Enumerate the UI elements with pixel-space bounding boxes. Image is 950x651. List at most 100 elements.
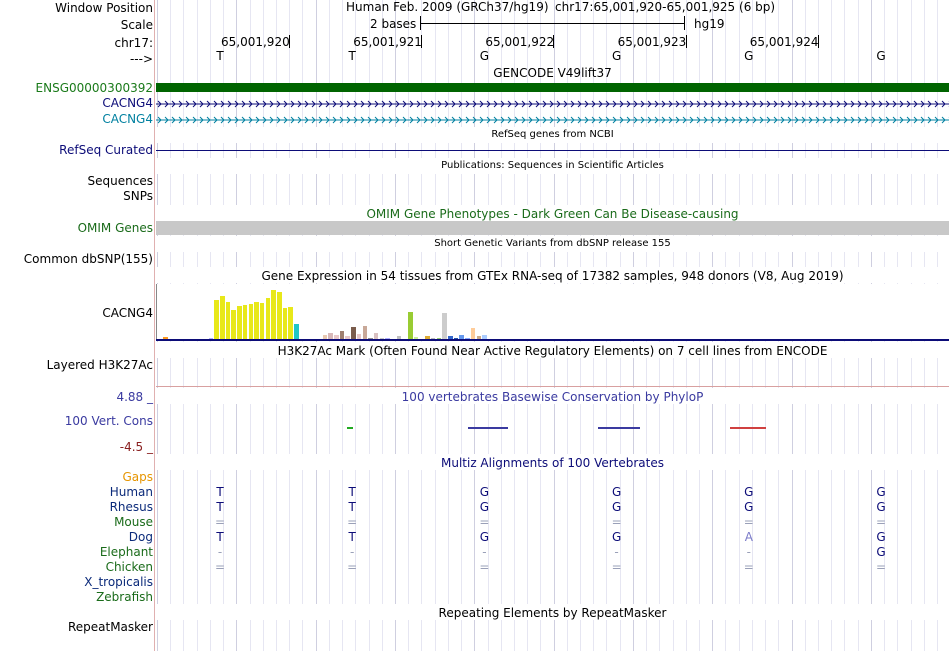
cacng4-transcript-1[interactable] [156, 98, 949, 108]
multiz-species-label[interactable]: Zebrafish [96, 590, 153, 604]
omim-track-title[interactable]: OMIM Gene Phenotypes - Dark Green Can Be… [366, 207, 739, 221]
gtex-tissue-bar[interactable] [265, 298, 271, 340]
gtex-tissue-bar[interactable] [413, 337, 419, 340]
omim-bar[interactable] [156, 221, 949, 235]
phylop-track-title[interactable]: 100 vertebrates Basewise Conservation by… [401, 390, 704, 404]
sequence-base: T [216, 49, 224, 63]
gtex-tissue-bar[interactable] [271, 290, 276, 340]
window-position-label: Window Position [55, 1, 153, 15]
multiz-track-title[interactable]: Multiz Alignments of 100 Vertebrates [440, 456, 665, 470]
refseq-curated-label[interactable]: RefSeq Curated [59, 143, 153, 157]
gtex-tissue-bar[interactable] [237, 306, 242, 340]
multiz-base: = [347, 560, 358, 574]
gtex-tissue-bar[interactable] [351, 327, 356, 340]
gtex-tissue-bar[interactable] [459, 335, 464, 340]
ruler-tick [289, 35, 290, 48]
gtex-tissue-bar[interactable] [288, 307, 293, 340]
position-label[interactable]: chr17:65,001,920-65,001,925 (6 bp) [555, 0, 776, 14]
gtex-tissue-bar[interactable] [425, 336, 430, 340]
multiz-species-label[interactable]: X_tropicalis [84, 575, 153, 589]
gtex-tissue-bar[interactable] [248, 304, 253, 340]
multiz-base: T [348, 500, 356, 514]
gtex-tissue-bar[interactable] [339, 331, 345, 340]
gtex-tissue-bar[interactable] [476, 336, 481, 340]
gtex-tissue-bar[interactable] [408, 312, 413, 340]
phylop-label[interactable]: 100 Vert. Cons [64, 414, 153, 428]
snps-label[interactable]: SNPs [123, 189, 153, 203]
gencode-gene-id-label[interactable]: ENSG00000300392 [35, 81, 153, 95]
gtex-tissue-bar[interactable] [254, 302, 259, 340]
h3k27ac-track-title[interactable]: H3K27Ac Mark (Often Found Near Active Re… [277, 344, 828, 358]
multiz-base: T [348, 530, 356, 544]
cacng4-label-1[interactable]: CACNG4 [102, 96, 153, 110]
gtex-tissue-bar[interactable] [328, 333, 333, 340]
gtex-tissue-bar[interactable] [470, 328, 476, 340]
gtex-tissue-bar[interactable] [345, 336, 350, 340]
gtex-tissue-bar[interactable] [282, 308, 288, 340]
dbsnp-track-title[interactable]: Short Genetic Variants from dbSNP releas… [434, 238, 671, 249]
scale-db: hg19 [694, 17, 725, 31]
multiz-base: G [479, 485, 490, 499]
phylop-bar-3 [598, 427, 640, 429]
gtex-tissue-bar[interactable] [231, 310, 236, 340]
multiz-species-label[interactable]: Gaps [122, 470, 153, 484]
multiz-base: G [744, 500, 754, 514]
gtex-track-title[interactable]: Gene Expression in 54 tissues from GTEx … [261, 269, 844, 283]
gtex-gene-label[interactable]: CACNG4 [102, 306, 153, 320]
multiz-base: - [614, 545, 619, 559]
refseq-track-title[interactable]: RefSeq genes from NCBI [491, 129, 614, 140]
multiz-base: G [876, 485, 886, 499]
ruler-tick-label: 65,001,920 [221, 35, 290, 49]
gtex-tissue-bar[interactable] [163, 337, 168, 340]
multiz-base: T [216, 500, 224, 514]
cacng4-label-2[interactable]: CACNG4 [102, 112, 153, 126]
gtex-tissue-bar[interactable] [373, 333, 379, 340]
ruler-tick [553, 35, 555, 48]
multiz-base: = [611, 560, 622, 574]
ruler-tick-label: 65,001,922 [485, 35, 555, 49]
multiz-base: = [743, 560, 754, 574]
gtex-tissue-bar[interactable] [448, 336, 453, 340]
repeatmasker-track-title[interactable]: Repeating Elements by RepeatMasker [438, 606, 667, 620]
gtex-tissue-bar[interactable] [214, 300, 219, 340]
h3k27ac-label[interactable]: Layered H3K27Ac [46, 358, 153, 372]
gtex-tissue-bar[interactable] [396, 336, 402, 340]
refseq-line[interactable] [156, 150, 949, 151]
cacng4-transcript-2[interactable] [156, 114, 949, 124]
pubs-track-title[interactable]: Publications: Sequences in Scientific Ar… [441, 160, 664, 171]
multiz-species-label[interactable]: Mouse [114, 515, 153, 529]
gtex-tissue-bar[interactable] [334, 335, 339, 340]
gtex-tissue-bar[interactable] [225, 302, 231, 340]
multiz-base: G [611, 485, 622, 499]
multiz-base: - [350, 545, 355, 559]
sequence-base: G [479, 49, 490, 63]
gtex-tissue-bar[interactable] [322, 335, 328, 340]
gtex-tissue-bar[interactable] [356, 334, 362, 340]
omim-genes-label[interactable]: OMIM Genes [77, 221, 153, 235]
gencode-gene-bar[interactable] [156, 83, 949, 92]
multiz-species-label[interactable]: Rhesus [109, 500, 153, 514]
multiz-species-label[interactable]: Human [109, 485, 153, 499]
gtex-tissue-bar[interactable] [220, 296, 225, 340]
gtex-tissue-bar[interactable] [242, 305, 248, 340]
h3k27ac-line[interactable] [156, 386, 949, 387]
gtex-tissue-bar[interactable] [259, 303, 265, 340]
sequences-label[interactable]: Sequences [87, 174, 153, 188]
repeatmasker-label[interactable]: RepeatMasker [67, 620, 153, 634]
multiz-species-label[interactable]: Elephant [99, 545, 153, 559]
label-divider [154, 0, 155, 651]
multiz-species-label[interactable]: Chicken [105, 560, 153, 574]
gencode-track-title[interactable]: GENCODE V49lift37 [493, 66, 612, 80]
gtex-tissue-bar[interactable] [482, 335, 487, 340]
gtex-tissue-bar[interactable] [294, 324, 299, 340]
sequence-base: G [876, 49, 886, 63]
gtex-tissue-bar[interactable] [277, 292, 282, 340]
gtex-tissue-bar[interactable] [442, 313, 447, 340]
gtex-tissue-bar[interactable] [362, 326, 367, 340]
assembly-label: Human Feb. 2009 (GRCh37/hg19) [346, 0, 549, 14]
multiz-base: = [743, 515, 754, 529]
gtex-bar-chart[interactable] [156, 284, 949, 340]
multiz-species-label[interactable]: Dog [128, 530, 153, 544]
phylop-bar-1 [347, 427, 353, 429]
dbsnp-label[interactable]: Common dbSNP(155) [23, 252, 153, 266]
